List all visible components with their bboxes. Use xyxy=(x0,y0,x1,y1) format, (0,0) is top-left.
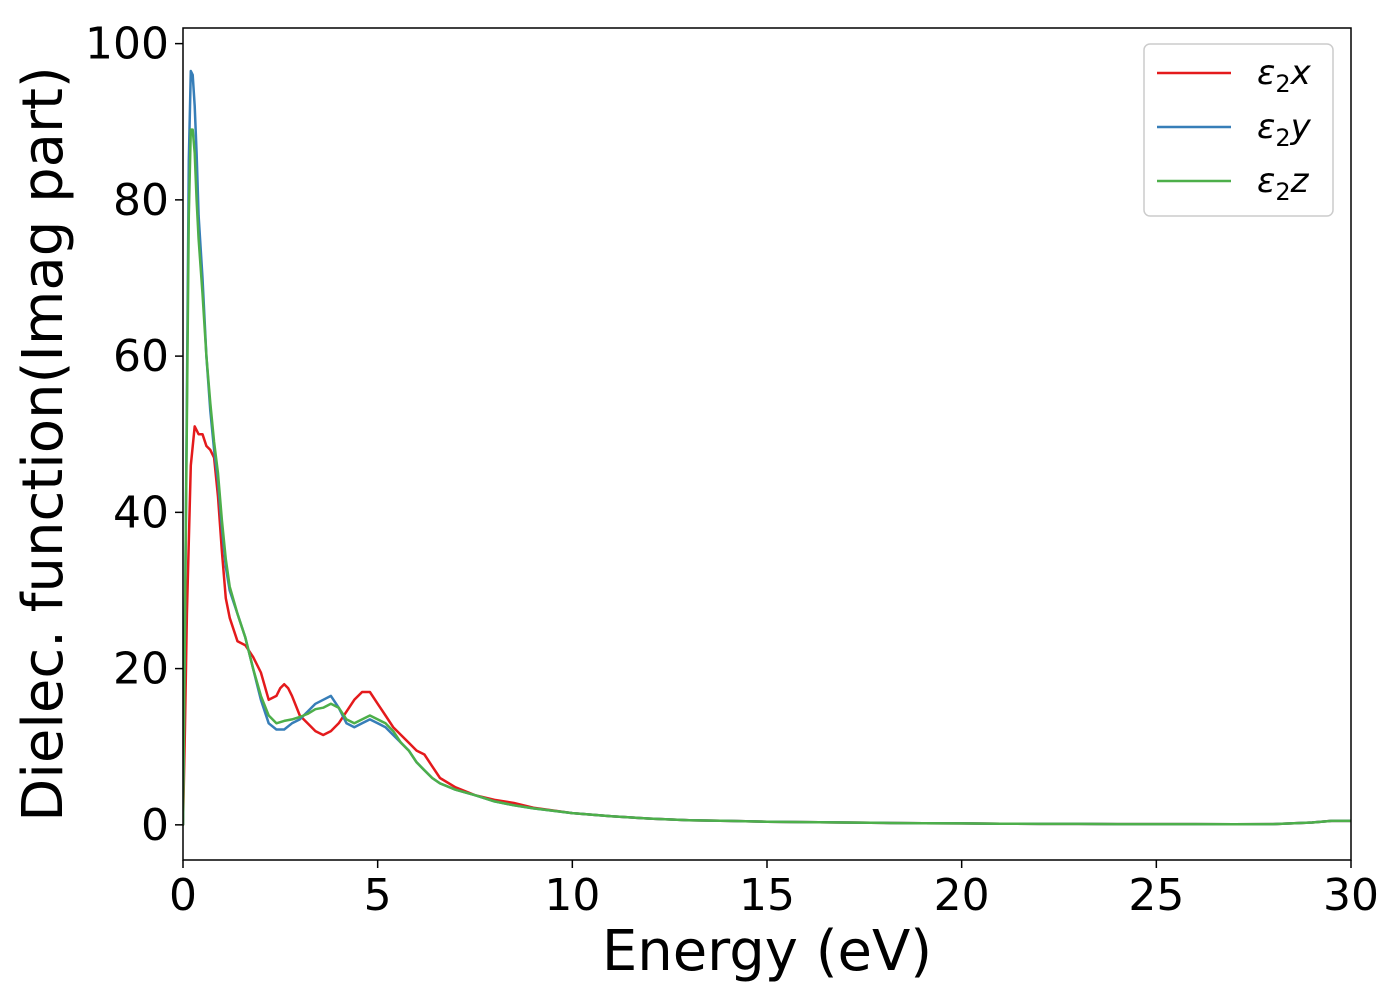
x-tick-label: 10 xyxy=(544,870,600,921)
legend-label-z: ε2z xyxy=(1257,161,1310,206)
y-tick-label: 100 xyxy=(85,19,169,70)
y-axis-ticks: 0 20 40 60 80 100 xyxy=(85,19,183,851)
y-tick-label: 20 xyxy=(113,644,169,695)
y-tick-label: 60 xyxy=(113,331,169,382)
x-tick-label: 0 xyxy=(169,870,197,921)
legend-label-x: ε2x xyxy=(1257,53,1312,98)
x-tick-label: 5 xyxy=(364,870,392,921)
legend-label-y: ε2y xyxy=(1257,107,1312,152)
x-tick-label: 25 xyxy=(1128,870,1184,921)
y-tick-label: 0 xyxy=(141,800,169,851)
series-line-x xyxy=(183,425,1351,827)
y-axis-label: Dielec. function(Imag part) xyxy=(11,66,76,822)
x-tick-label: 30 xyxy=(1323,870,1379,921)
legend-frame xyxy=(1143,43,1334,217)
x-axis-ticks: 0 5 10 15 20 25 30 xyxy=(169,860,1379,921)
series-line-z xyxy=(183,128,1351,827)
legend: ε2x ε2y ε2z xyxy=(1143,43,1334,217)
x-tick-label: 20 xyxy=(934,870,990,921)
x-tick-label: 15 xyxy=(739,870,795,921)
series-layer xyxy=(183,69,1351,827)
y-tick-label: 40 xyxy=(113,487,169,538)
legend-items: ε2x ε2y ε2z xyxy=(1157,53,1312,206)
y-tick-label: 80 xyxy=(113,175,169,226)
x-axis-label: Energy (eV) xyxy=(602,919,932,984)
